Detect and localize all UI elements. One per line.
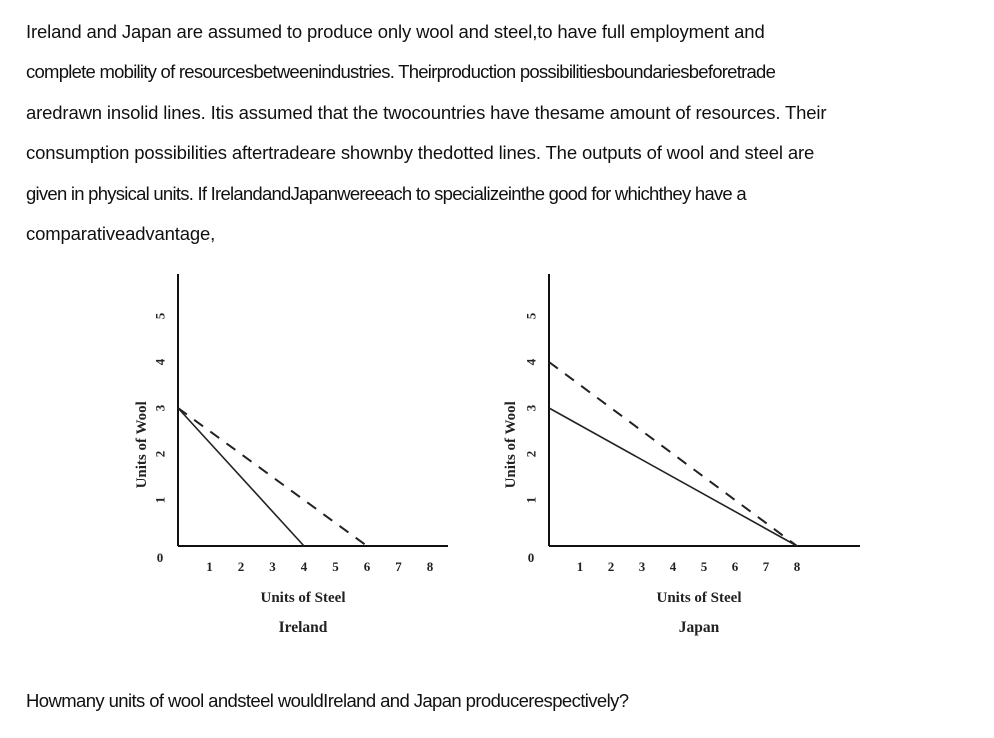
x-tick-label: 6 bbox=[364, 559, 371, 574]
x-tick-label: 7 bbox=[395, 559, 402, 574]
x-tick-label: 4 bbox=[670, 559, 677, 574]
paragraph-line: comparativeadvantage, bbox=[26, 222, 216, 244]
y-tick-label: 2 bbox=[153, 451, 168, 458]
consumption-possibilities-line bbox=[548, 361, 798, 547]
production-possibilities-line bbox=[548, 407, 798, 547]
y-tick-label: 3 bbox=[524, 404, 539, 411]
y-axis-title: Units of Wool bbox=[134, 401, 150, 488]
y-tick-label: 4 bbox=[153, 358, 168, 365]
x-tick-label: 1 bbox=[577, 559, 584, 574]
y-tick-label: 1 bbox=[153, 497, 168, 504]
production-possibilities-line bbox=[177, 407, 305, 547]
paragraph-line: given in physical units. If IrelandandJa… bbox=[26, 182, 747, 204]
consumption-possibilities-line bbox=[177, 407, 368, 547]
x-tick-label: 7 bbox=[763, 559, 770, 574]
y-tick-label: 0 bbox=[528, 550, 535, 565]
country-label: Ireland bbox=[279, 619, 328, 636]
paragraph-line: Ireland and Japan are assumed to produce… bbox=[26, 21, 765, 42]
y-tick-label: 4 bbox=[524, 358, 539, 365]
x-tick-label: 3 bbox=[639, 559, 646, 574]
x-tick-label: 2 bbox=[608, 559, 615, 574]
y-tick-label: 0 bbox=[157, 550, 164, 565]
y-tick-label: 1 bbox=[524, 497, 539, 504]
y-axis-title: Units of Wool bbox=[503, 401, 519, 488]
question-paragraph: Ireland and Japan are assumed to produce… bbox=[26, 14, 976, 256]
x-tick-label: 6 bbox=[732, 559, 739, 574]
paragraph-line: consumption possibilities aftertradeare … bbox=[26, 142, 815, 164]
question-line: Howmany units of wool andsteel wouldIrel… bbox=[26, 690, 629, 711]
y-tick-label: 3 bbox=[153, 404, 168, 411]
production-possibilities-figure: 1 2 3 4 5 6 7 8 0 1 2 3 4 5 Units of Wool Units of Stee… bbox=[134, 274, 860, 636]
y-tick-label: 5 bbox=[153, 312, 168, 319]
y-tick-label: 2 bbox=[524, 451, 539, 458]
x-tick-label: 8 bbox=[427, 559, 434, 574]
x-tick-label: 5 bbox=[332, 559, 339, 574]
x-tick-label: 8 bbox=[794, 559, 801, 574]
x-axis-title: Units of Steel bbox=[261, 590, 346, 606]
x-axis-title: Units of Steel bbox=[657, 590, 742, 606]
x-tick-label: 3 bbox=[269, 559, 276, 574]
x-tick-label: 1 bbox=[206, 559, 213, 574]
paragraph-line: aredrawn insolid lines. Itis assumed tha… bbox=[26, 101, 827, 123]
y-tick-label: 5 bbox=[524, 312, 539, 319]
x-tick-label: 2 bbox=[238, 559, 245, 574]
country-label: Japan bbox=[679, 619, 720, 636]
x-tick-label: 4 bbox=[301, 559, 308, 574]
paragraph-line: complete mobility of resourcesbetweenind… bbox=[26, 61, 776, 83]
x-tick-label: 5 bbox=[701, 559, 708, 574]
